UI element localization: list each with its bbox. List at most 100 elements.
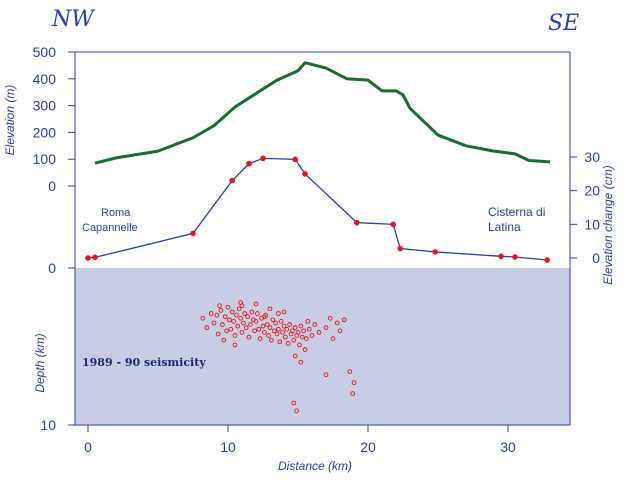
- seismicity-point: [312, 322, 318, 327]
- elevation-change-tick-label: 20: [584, 183, 600, 199]
- seismicity-point: [218, 308, 224, 313]
- seismicity-point: [248, 322, 253, 327]
- elevation-change-point: [397, 245, 404, 252]
- elevation-change-tick-label: 30: [584, 149, 600, 165]
- seismicity-point: [252, 328, 257, 334]
- seismicity-point: [299, 334, 305, 340]
- seismicity-point: [262, 330, 267, 335]
- elevation-change-tick-label: 10: [584, 216, 600, 232]
- seismicity-point: [301, 328, 306, 334]
- elevation-change-point: [512, 254, 518, 260]
- seismicity-point: [298, 359, 304, 365]
- nw-label: NW: [51, 7, 96, 32]
- seismicity-point: [260, 323, 266, 329]
- seismicity-point: [292, 325, 298, 331]
- elevation-change-point: [229, 177, 235, 184]
- seismicity-point: [232, 342, 238, 348]
- seismicity-panel: [75, 268, 570, 425]
- seismicity-point: [276, 326, 281, 332]
- x-tick-label: 0: [84, 439, 92, 455]
- elevation-change-line: [87, 157, 548, 261]
- elevation-tick-label: 200: [33, 124, 57, 140]
- seismicity-point: [238, 300, 243, 305]
- seismicity-label: 1989 - 90 seismicity: [82, 356, 206, 369]
- seismicity-point: [245, 314, 250, 320]
- seismicity-point: [306, 326, 312, 332]
- seismicity-point: [221, 337, 227, 343]
- elevation-change-point: [544, 257, 550, 263]
- x-tick-label: 30: [500, 439, 516, 455]
- se-label: SE: [548, 11, 579, 36]
- seismicity-point: [316, 330, 322, 335]
- depth-axis-label: Depth (km): [33, 333, 47, 392]
- seismicity-point: [274, 331, 280, 337]
- seismicity-point: [220, 322, 225, 327]
- x-tick-label: 20: [360, 439, 376, 455]
- seismicity-point: [222, 314, 228, 320]
- seismicity-point: [280, 330, 285, 335]
- seismicity-point: [294, 408, 299, 414]
- seismicity-point: [253, 319, 259, 324]
- seismicity-point: [330, 336, 336, 341]
- seismicity-point: [200, 315, 206, 321]
- depth-tick-label: 10: [40, 417, 56, 433]
- elevation-change-point: [85, 255, 91, 261]
- depth-tick-label: 0: [48, 260, 56, 276]
- seismicity-point: [347, 369, 353, 374]
- elevation-change-point: [292, 156, 299, 163]
- seismicity-point: [298, 323, 304, 329]
- elevation-change-point: [92, 254, 98, 261]
- seismicity-point: [337, 328, 343, 334]
- seismicity-point: [304, 336, 309, 341]
- seismicity-point: [276, 311, 281, 316]
- seismicity-point: [255, 311, 260, 316]
- seismicity-point: [273, 320, 278, 326]
- seismicity-point: [235, 323, 241, 329]
- seismicity-point: [270, 317, 276, 323]
- seismicity-point: [256, 326, 262, 332]
- seismicity-point: [249, 309, 255, 315]
- elevation-change-point: [246, 160, 252, 167]
- seismicity-point: [309, 333, 315, 338]
- seismicity-point: [297, 342, 302, 348]
- seismicity-point: [266, 333, 271, 338]
- seismicity-point: [291, 400, 297, 406]
- seismicity-point: [277, 339, 283, 345]
- seismicity-point: [253, 301, 259, 307]
- seismicity-point: [267, 325, 273, 331]
- seismicity-point: [262, 314, 267, 320]
- seismicity-point: [208, 311, 214, 316]
- seismicity-point: [291, 337, 297, 343]
- seismicity-point: [211, 320, 217, 326]
- seismicity-point: [225, 304, 231, 310]
- seismicity-point: [264, 322, 270, 327]
- seismicity-point: [271, 328, 277, 334]
- seismicity-point: [214, 312, 220, 318]
- seismicity-point: [287, 322, 292, 327]
- seismicity-point: [323, 325, 329, 331]
- elevation-tick-label: 400: [33, 71, 57, 87]
- seismicity-point: [224, 328, 229, 334]
- seismicity-point: [278, 319, 284, 324]
- seismicity-point: [281, 323, 287, 329]
- seismicity-point: [243, 325, 249, 331]
- elevation-change-tick-label: 0: [592, 250, 600, 266]
- seismicity-point: [231, 319, 236, 324]
- seismicity-point: [305, 319, 311, 324]
- seismicity-point: [327, 315, 333, 321]
- seismicity-point: [236, 306, 242, 312]
- seismicity-point: [241, 320, 246, 326]
- seismicity-point: [204, 325, 210, 331]
- x-tick-label: 10: [220, 439, 236, 455]
- seismicity-point: [228, 326, 234, 332]
- seismicity-point: [281, 309, 287, 315]
- elevation-change-point: [354, 219, 360, 226]
- cisterna-di-latina-label: Cisterna di Latina: [488, 205, 549, 234]
- seismicity-point: [239, 330, 245, 335]
- seismicity-point: [227, 317, 232, 323]
- seismicity-point: [257, 336, 263, 341]
- elevation-profile-line: [94, 61, 551, 165]
- seismicity-point: [302, 347, 308, 352]
